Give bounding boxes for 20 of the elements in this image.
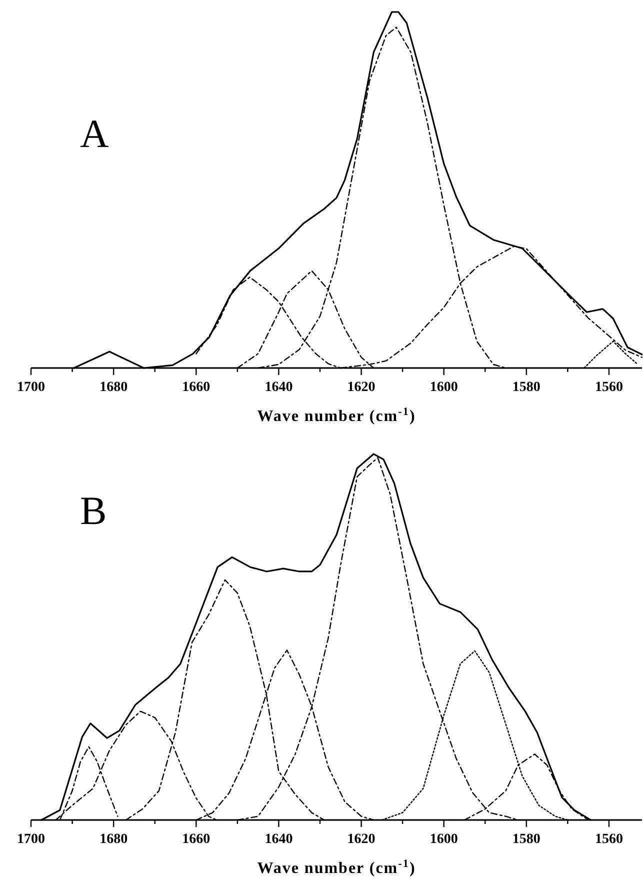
x-tick-label: 1560 xyxy=(594,380,623,395)
x-tick-label: 1660 xyxy=(182,380,210,395)
x-tick-label: 1600 xyxy=(430,832,458,847)
x-tick-label: 1580 xyxy=(512,380,540,395)
x-axis-title: Wave number (cm$^{-1}$) xyxy=(257,858,416,877)
x-tick-label: 1640 xyxy=(264,832,293,847)
x-tick-label: 1620 xyxy=(347,380,376,395)
x-tick-label: 1640 xyxy=(264,380,293,395)
x-tick-label: 1660 xyxy=(182,832,210,847)
x-tick-label: 1600 xyxy=(430,380,458,395)
x-tick-label: 1620 xyxy=(347,832,376,847)
x-tick-label: 1700 xyxy=(17,832,45,847)
x-tick-label: 1580 xyxy=(512,832,540,847)
annotation: B xyxy=(80,488,107,533)
x-tick-label: 1700 xyxy=(17,380,45,395)
x-tick-label: 1680 xyxy=(100,380,128,395)
x-tick-label: 1680 xyxy=(100,832,128,847)
annotation: A xyxy=(80,111,109,156)
x-axis-title: Wave number (cm$^{-1}$) xyxy=(257,406,416,425)
x-tick-label: 1560 xyxy=(594,832,623,847)
